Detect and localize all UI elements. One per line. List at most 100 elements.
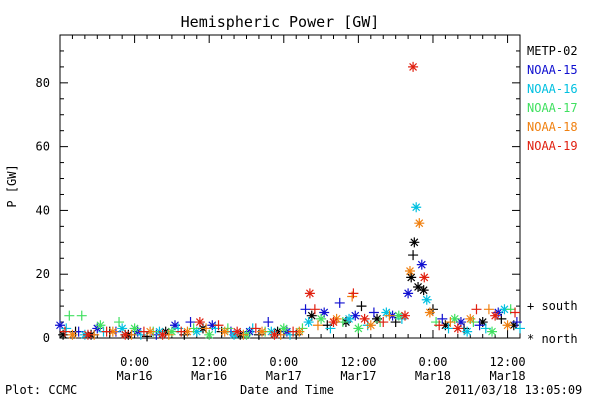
legend-entry: NOAA-15 [527,63,578,77]
data-point-south [114,317,125,328]
data-points [55,61,525,342]
data-point-north [477,317,488,328]
legend-entry: NOAA-17 [527,101,578,115]
data-point-south [250,323,261,334]
data-point-north [67,329,78,340]
data-point-north [55,320,65,331]
y-tick-label: 60 [36,140,50,154]
data-point-north [194,317,205,328]
data-point-north [232,326,243,337]
y-tick-label: 20 [36,267,50,281]
data-point-north [303,317,314,328]
data-point-north [421,294,432,305]
data-point-north [350,310,361,321]
data-point-north [365,320,376,331]
data-point-south [213,320,224,331]
x-tick-time-label: 0:00 [269,355,298,369]
data-point-north [353,323,364,334]
series-noaa-15 [55,259,522,340]
y-axis-label: P [GW] [5,164,19,207]
data-point-north [416,259,427,270]
marker-legend: + south * north [527,299,578,346]
x-tick-time-label: 12:00 [490,355,526,369]
data-point-south [356,301,367,312]
data-point-south [185,317,196,328]
data-point-north [465,313,476,324]
data-point-north [408,61,419,72]
data-point-north [107,326,118,337]
data-point-north [257,326,268,337]
data-point-south [263,317,274,328]
data-point-south [474,320,485,331]
data-point-north [455,317,466,328]
data-point-north [316,313,327,324]
data-point-south [348,288,359,299]
data-point-north [359,313,370,324]
data-point-north [117,323,128,334]
data-point-north [403,288,414,299]
x-tick-date-label: Mar16 [117,369,153,383]
data-point-south [288,326,299,337]
data-point-north [419,272,430,283]
data-point-south [510,307,521,318]
data-point-north [414,218,425,229]
data-point-north [95,320,106,331]
data-point-north [304,288,315,299]
data-point-north [182,326,193,337]
data-point-north [204,329,215,340]
data-point-north [269,329,280,340]
data-point-south [471,304,482,315]
data-point-south [334,297,345,308]
y-axis: 0 20 40 60 80 [36,34,520,345]
marker-legend-entry: * north [527,332,578,346]
data-point-north [424,307,435,318]
data-point-north [207,320,218,331]
legend-entry: NOAA-19 [527,139,578,153]
data-point-north [120,329,131,340]
data-point-north [58,329,69,340]
marker-legend-entry: + south [527,299,578,313]
data-point-south [64,310,75,321]
data-point-north [508,320,519,331]
data-point-north [344,313,355,324]
data-point-south [515,323,525,334]
data-point-north [393,310,404,321]
x-tick-time-label: 0:00 [419,355,448,369]
data-point-north [400,310,410,321]
data-point-south [408,250,419,261]
x-tick-date-label: Mar16 [191,369,227,383]
data-point-north [413,281,424,292]
data-point-south [201,323,212,334]
legend-entry: NOAA-16 [527,82,578,96]
plot-credit: Plot: CCMC [5,383,77,397]
data-point-north [294,326,305,337]
legend-entry: NOAA-18 [527,120,578,134]
data-point-north [452,323,463,334]
series-noaa-19 [59,61,521,340]
data-point-north [409,237,420,248]
y-tick-label: 80 [36,76,50,90]
data-point-south [483,304,494,315]
data-point-south [437,313,448,324]
x-tick-date-label: Mar17 [340,369,376,383]
x-tick-date-label: Mar18 [415,369,451,383]
legend-entry: METP-02 [527,44,578,58]
data-point-north [319,307,330,318]
legend: METP-02 NOAA-15 NOAA-16 NOAA-17 NOAA-18 NOAA-… [527,44,578,153]
x-tick-time-label: 0:00 [120,355,149,369]
x-tick-date-label: Mar18 [490,369,526,383]
data-point-north [157,329,168,340]
x-tick-time-label: 12:00 [340,355,376,369]
data-point-south [138,326,149,337]
data-point-south [443,323,454,334]
y-tick-label: 40 [36,203,50,217]
data-point-north [411,202,422,213]
data-point-north [499,304,510,315]
data-point-north [502,320,513,331]
x-tick-date-label: Mar17 [266,369,302,383]
data-point-north [440,320,451,331]
data-point-north [372,313,383,324]
data-point-north [145,326,156,337]
data-point-north [191,326,202,337]
